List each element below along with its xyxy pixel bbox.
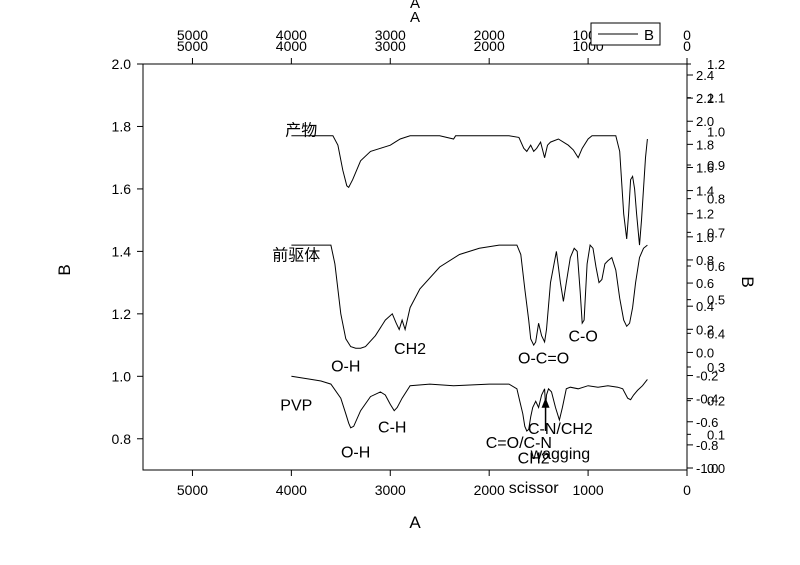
right-tick-label-overlay: 0.2 (707, 394, 725, 409)
series-line (291, 135, 648, 246)
top-axis-title-2: A (410, 9, 420, 26)
right-tick-label: 2.4 (696, 68, 714, 83)
x-tick-label: 4000 (276, 482, 307, 498)
y-tick-label: 1.8 (112, 118, 132, 134)
right-tick-label: 0.6 (696, 276, 714, 291)
right-tick-label: 2.0 (696, 114, 714, 129)
right-tick-label-overlay: 0.8 (707, 192, 725, 207)
top-tick-label: 3000 (375, 27, 406, 43)
right-tick-label-overlay: 0.5 (707, 293, 725, 308)
plot-frame (142, 63, 688, 471)
top-tick-label: 4000 (276, 27, 307, 43)
tick-marks (137, 58, 693, 476)
y-tick-label: 1.4 (112, 243, 132, 259)
series-label: 产物 (285, 121, 317, 140)
right-tick-label: -0.2 (696, 369, 718, 384)
right-tick-label-overlay: 1.0 (707, 124, 725, 139)
right-tick-label-overlay: 0.4 (707, 326, 725, 341)
y-tick-label: 1.6 (112, 181, 132, 197)
top-tick-label-2: 2000 (474, 38, 505, 54)
top-axis-title: A (410, 0, 420, 12)
peak-annotation: wagging (530, 446, 591, 463)
series-line (291, 243, 648, 349)
top-tick-label-2: 3000 (375, 38, 406, 54)
right-tick-label-overlay: 0.7 (707, 225, 725, 240)
top-tick-label: 2000 (474, 27, 505, 43)
x-tick-label: 3000 (375, 482, 406, 498)
right-tick-label-overlay: 0.1 (707, 427, 725, 442)
x-tick-label: 5000 (177, 482, 208, 498)
top-tick-label-2: 0 (683, 38, 691, 54)
peak-annotation: CH2 (394, 341, 426, 358)
y-tick-label: 1.0 (112, 368, 132, 384)
top-tick-label: 5000 (177, 27, 208, 43)
annotations: 产物前驱体PVPO-HCH2O-C=OC-OC-HO-HC=O/C-NCH2sc… (272, 121, 598, 498)
right-tick-label: 1.4 (696, 184, 714, 199)
x-axis-title: A (409, 513, 421, 532)
peak-annotation: scissor (509, 480, 559, 497)
top-tick-label-2: 5000 (177, 38, 208, 54)
right-tick-label: 0.2 (696, 322, 714, 337)
x-tick-label: 1000 (573, 482, 604, 498)
right-tick-label: -0.6 (696, 415, 718, 430)
peak-annotation: C-N/CH2 (528, 421, 593, 438)
x-tick-label: 2000 (474, 482, 505, 498)
peak-annotation: C-H (378, 419, 406, 436)
peak-annotation: C=O/C-N (486, 435, 552, 452)
top-tick-label: 0 (683, 27, 691, 43)
peak-annotation: O-H (331, 358, 360, 375)
right-tick-label-overlay: 0.9 (707, 158, 725, 173)
right-tick-label-overlay: 0.0 (707, 461, 725, 476)
y-tick-label: 1.2 (112, 306, 132, 322)
series-label: 前驱体 (272, 246, 320, 265)
right-tick-label: 0.4 (696, 299, 714, 314)
peak-annotation: CH2 (518, 451, 550, 468)
y-axis-title: B (55, 264, 74, 275)
right-axis-title: B (738, 276, 757, 287)
right-tick-label: 0.0 (696, 345, 714, 360)
series-group (291, 135, 648, 432)
legend-label: B (644, 27, 654, 44)
arrow-head (541, 397, 550, 408)
peak-annotation: C-O (568, 329, 597, 346)
right-tick-label-overlay: 1.2 (707, 57, 725, 72)
right-tick-label: 1.0 (696, 230, 714, 245)
right-tick-label: -0.8 (696, 438, 718, 453)
right-tick-label-overlay: 0.6 (707, 259, 725, 274)
series-line (291, 375, 648, 432)
x-tick-label: 0 (683, 482, 691, 498)
right-tick-label: 2.2 (696, 91, 714, 106)
peak-annotation: O-C=O (518, 351, 569, 368)
y-tick-label: 0.8 (112, 431, 132, 447)
right-tick-label-overlay: 1.1 (707, 91, 725, 106)
legend: B (590, 22, 661, 46)
right-tick-label: 0.8 (696, 253, 714, 268)
right-tick-label-overlay: 0.3 (707, 360, 725, 375)
y-tick-label: 2.0 (112, 56, 132, 72)
right-tick-label: -1.0 (696, 461, 718, 476)
right-tick-label: 1.8 (696, 137, 714, 152)
right-tick-label: -0.4 (696, 392, 718, 407)
tick-labels: 5000 4000 3000 2000 1000 05000500040004000300… (112, 27, 726, 498)
right-tick-label: 1.2 (696, 207, 714, 222)
peak-annotation: O-H (341, 444, 370, 461)
top-tick-label-2: 4000 (276, 38, 307, 54)
right-tick-label: 1.6 (696, 160, 714, 175)
series-label: PVP (280, 397, 312, 414)
